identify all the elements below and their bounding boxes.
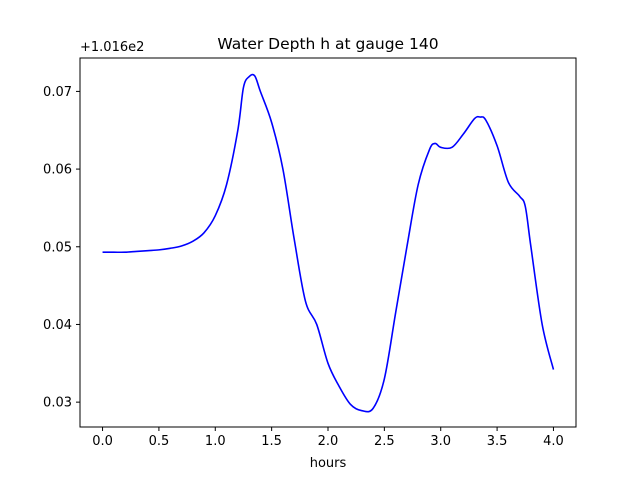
series-line	[102, 73, 555, 413]
plot-area	[80, 58, 576, 427]
x-tick-label: 2.5	[374, 434, 395, 449]
x-axis: 0.0 0.5 1.0 1.5 2.0 2.5 3.0 3.5 4.0	[92, 427, 564, 449]
y-tick-label: 0.05	[43, 240, 72, 255]
x-tick-label: 4.0	[543, 434, 564, 449]
chart-title: Water Depth h at gauge 140	[217, 35, 438, 53]
x-axis-label: hours	[310, 456, 347, 471]
y-axis: 0.03 0.04 0.05 0.06 0.07	[43, 85, 80, 411]
x-tick-label: 1.5	[261, 434, 282, 449]
x-tick-label: 0.5	[149, 434, 170, 449]
x-tick-label: 2.0	[318, 434, 339, 449]
y-tick-label: 0.04	[43, 318, 72, 333]
y-tick-label: 0.03	[43, 396, 72, 411]
y-tick-label: 0.07	[43, 85, 72, 100]
y-offset-label: +1.016e2	[80, 40, 144, 55]
x-tick-label: 0.0	[92, 434, 113, 449]
y-tick-label: 0.06	[43, 163, 72, 178]
x-tick-label: 1.0	[205, 434, 226, 449]
x-tick-label: 3.0	[430, 434, 451, 449]
x-tick-label: 3.5	[487, 434, 508, 449]
series-layer	[102, 73, 555, 413]
